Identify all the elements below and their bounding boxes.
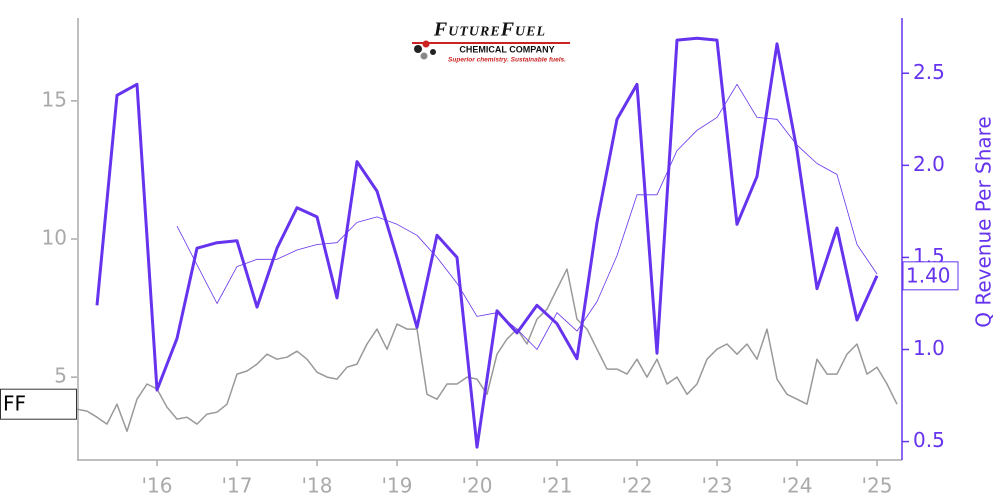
x-tick-label: '18 [302, 474, 333, 498]
y-tick-label: 10 [42, 226, 67, 250]
series-name-box [0, 388, 77, 420]
x-tick-label: '23 [702, 474, 733, 498]
x-tick-label: '17 [222, 474, 253, 498]
y2-tick-label: 2.5 [913, 60, 945, 84]
y2-tick-label: 0.5 [913, 428, 945, 452]
series-name: FF [3, 392, 26, 416]
y-tick-label: 15 [42, 87, 67, 111]
x-tick-label: '20 [462, 474, 493, 498]
y2-tick-label: 1.0 [913, 336, 945, 360]
series-line [95, 36, 879, 449]
value-label: 1.40 [906, 263, 951, 287]
y2-axis-label: Q Revenue Per Share [972, 116, 996, 328]
x-tick-label: '21 [542, 474, 573, 498]
y-tick-label: 5 [54, 364, 67, 388]
y2-tick-label: 2.0 [913, 152, 945, 176]
x-tick-label: '16 [142, 474, 173, 498]
x-tick-label: '25 [862, 474, 893, 498]
logo-name: FutureFuel [433, 19, 546, 41]
logo-subtitle: CHEMICAL COMPANY [459, 44, 554, 54]
value-label-box [902, 261, 959, 291]
x-tick-label: '22 [622, 474, 653, 498]
x-tick-label: '24 [782, 474, 813, 498]
series-line [76, 268, 898, 433]
logo-icon [430, 49, 436, 55]
logo-tagline: Superior chemistry. Sustainable fuels. [448, 57, 566, 64]
x-tick-label: '19 [382, 474, 413, 498]
logo-icon [414, 45, 422, 53]
logo: FutureFuel CHEMICAL COMPANY Superior che… [412, 19, 570, 64]
series-line [176, 83, 878, 350]
logo-icon [420, 52, 428, 60]
